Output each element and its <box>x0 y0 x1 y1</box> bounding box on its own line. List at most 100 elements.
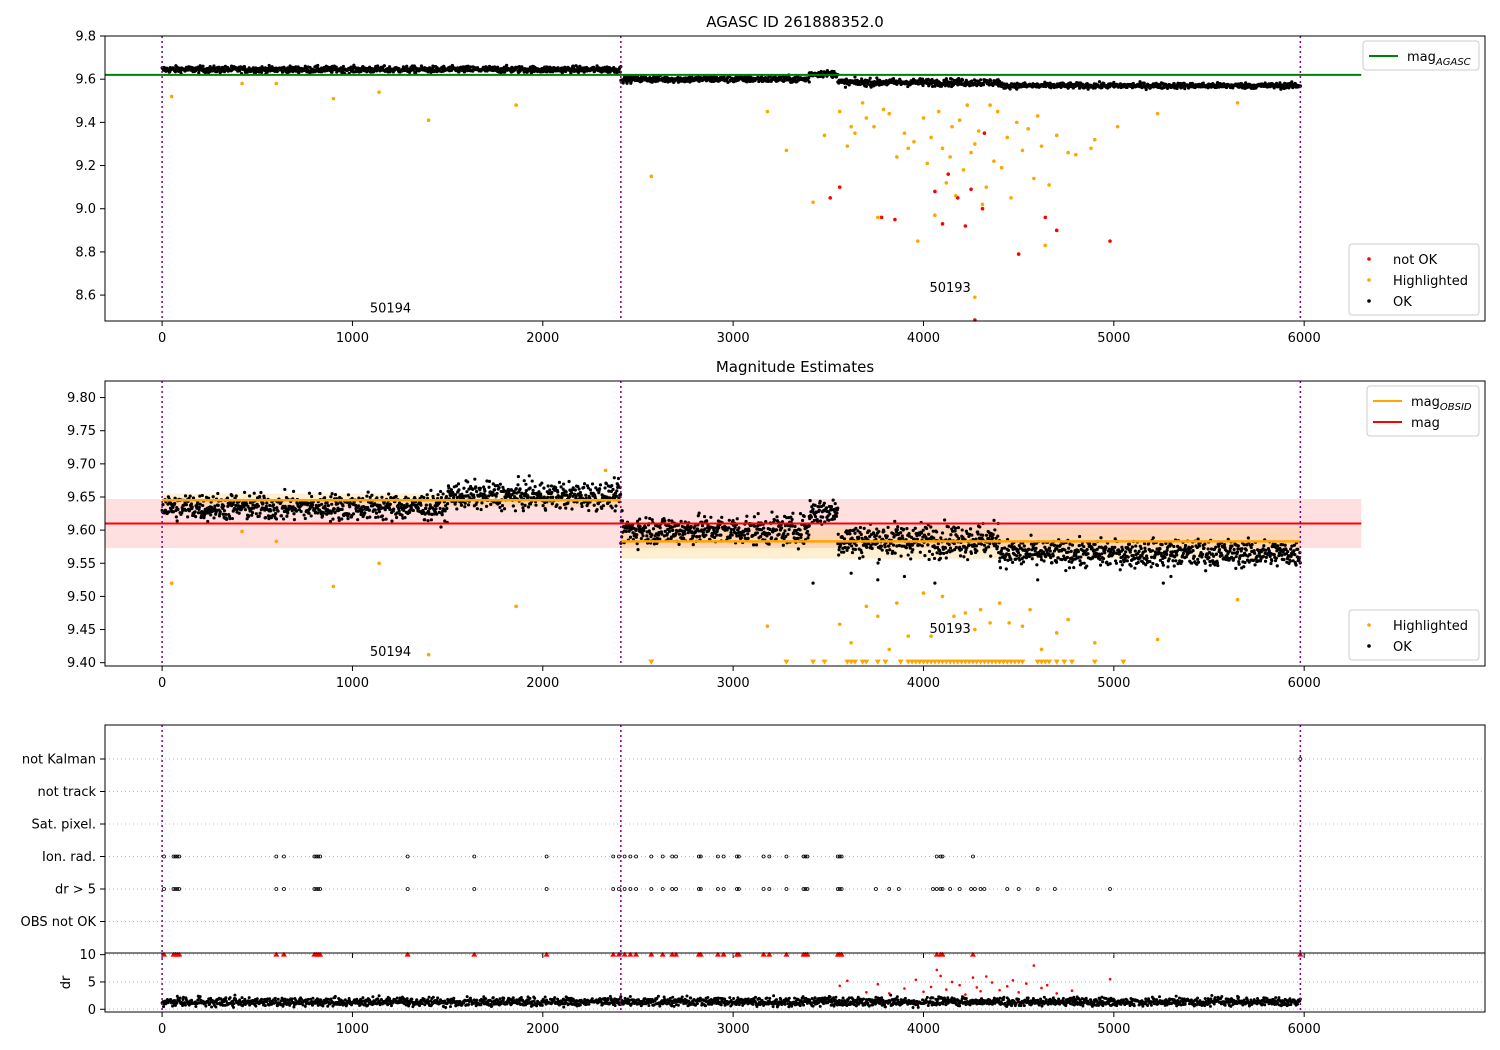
chart-title-magnitude-estimates: Magnitude Estimates <box>716 358 874 376</box>
ok-point <box>877 529 881 534</box>
ok-point <box>424 506 428 511</box>
ok-point <box>1150 549 1155 553</box>
ok-point <box>679 519 683 523</box>
ok-point <box>445 506 449 511</box>
ok-point <box>1004 567 1008 571</box>
ok-point <box>668 529 672 533</box>
ok-point <box>601 504 605 508</box>
ok-point <box>340 507 344 511</box>
ok-point <box>340 517 344 521</box>
ok-point <box>402 508 406 512</box>
ok-point <box>356 518 360 522</box>
ok-point <box>693 524 697 528</box>
ok-point <box>720 515 724 519</box>
ok-point <box>259 70 264 74</box>
ok-point <box>390 519 394 523</box>
ok-point <box>967 543 971 547</box>
ok-point <box>998 566 1003 570</box>
ok-point <box>465 490 469 494</box>
ok-point <box>394 494 398 499</box>
ok-point <box>876 561 880 565</box>
ok-point <box>487 479 492 483</box>
legend-agasc: magAGASC <box>1362 40 1480 71</box>
ok-point <box>1120 563 1124 567</box>
ok-point <box>705 519 709 523</box>
ok-point <box>742 533 746 537</box>
ok-point <box>808 499 812 503</box>
highlighted-point <box>649 174 654 179</box>
not-ok-point <box>946 172 951 176</box>
highlighted-point <box>999 165 1004 170</box>
ok-point <box>211 495 215 499</box>
ok-point <box>1051 554 1055 558</box>
ok-point <box>1181 551 1186 555</box>
ok-point <box>524 482 528 486</box>
ok-point <box>1098 563 1103 567</box>
ok-point <box>935 530 939 534</box>
ok-point <box>919 531 924 535</box>
ok-point <box>909 557 913 561</box>
ok-point <box>383 508 387 512</box>
ok-point <box>562 482 566 486</box>
ok-point <box>549 484 554 488</box>
ok-point <box>446 502 450 506</box>
ok-point <box>405 504 410 508</box>
ok-point <box>230 494 234 498</box>
ok-point <box>540 481 544 485</box>
ok-point <box>1190 561 1194 565</box>
ok-point <box>258 494 262 499</box>
highlighted-point <box>961 168 966 172</box>
ok-point <box>303 516 307 521</box>
ok-point <box>449 68 454 73</box>
highlighted-point <box>331 96 336 101</box>
ok-point <box>1101 560 1105 564</box>
ok-point <box>930 552 935 556</box>
ok-point <box>551 70 555 74</box>
ok-point <box>1030 557 1034 561</box>
ok-point <box>1022 544 1026 548</box>
ok-point <box>614 494 618 498</box>
ok-point <box>529 496 533 500</box>
highlighted-point <box>765 109 770 114</box>
ok-point <box>859 532 863 537</box>
ok-point <box>283 487 287 492</box>
ok-point <box>263 515 268 520</box>
ok-point <box>996 534 1000 538</box>
ok-point <box>727 518 731 522</box>
highlighted-point <box>377 90 381 94</box>
ok-point <box>1077 543 1081 548</box>
ok-point <box>858 556 862 560</box>
ok-point <box>489 502 493 506</box>
highlighted-point <box>957 118 962 123</box>
ok-point <box>436 493 440 497</box>
ok-point <box>331 517 335 521</box>
ok-point <box>1133 549 1137 553</box>
ok-point <box>651 527 656 531</box>
ok-point <box>700 524 705 528</box>
ok-point <box>663 529 667 533</box>
ok-point <box>793 524 797 528</box>
highlighted-point <box>887 111 892 116</box>
ok-point <box>927 557 931 562</box>
ok-point <box>1103 551 1107 555</box>
ok-point <box>438 506 442 511</box>
ok-point <box>643 525 648 530</box>
ok-point <box>886 551 890 555</box>
ok-point <box>993 528 997 532</box>
legend-point-marker <box>1367 278 1371 282</box>
ok-point <box>772 518 777 522</box>
highlighted-point <box>860 101 865 105</box>
ok-point <box>1118 568 1122 572</box>
ok-point <box>197 505 201 509</box>
y-tick-label: 8.6 <box>75 289 96 304</box>
ok-point <box>994 542 998 546</box>
ok-point <box>927 532 931 536</box>
not-ok-point <box>879 215 884 220</box>
observation-id-label: 50193 <box>929 281 970 296</box>
ok-point <box>689 524 693 529</box>
ok-point <box>874 534 878 538</box>
ok-point <box>854 543 858 547</box>
highlighted-point <box>426 118 431 123</box>
ok-point <box>1035 563 1039 567</box>
